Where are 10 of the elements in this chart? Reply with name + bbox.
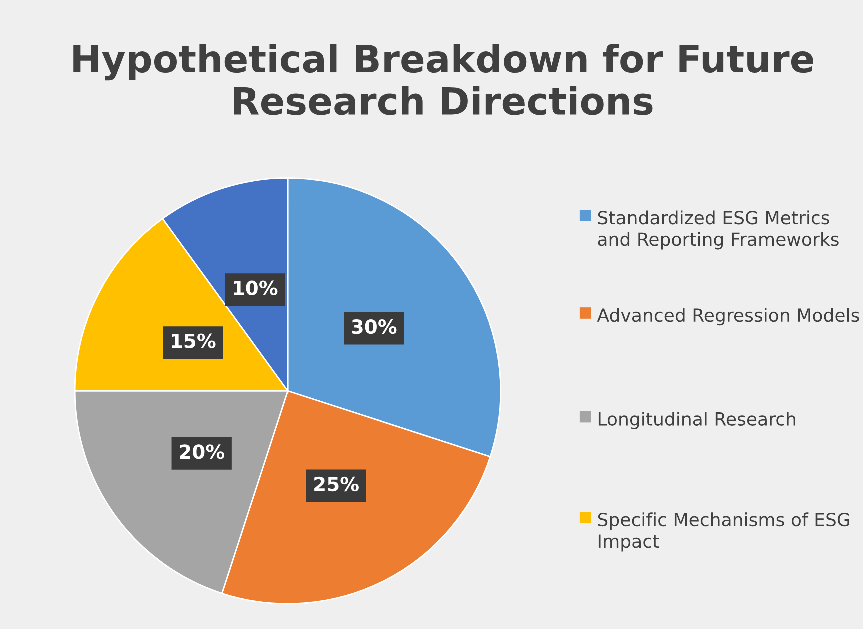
legend-label: Specific Mechanisms of ESG Impact bbox=[598, 512, 850, 552]
data-label: 25% bbox=[314, 476, 359, 492]
data-label: 30% bbox=[352, 319, 397, 334]
chart-title: Hypothetical Breakdown for Future Research Directions bbox=[74, 44, 814, 116]
data-label: 10% bbox=[234, 280, 278, 296]
legend-label: Longitudinal Research bbox=[598, 412, 796, 430]
legend-label: Standardized ESG Metrics and Reporting Frameworks bbox=[598, 210, 839, 250]
data-label: 15% bbox=[172, 334, 216, 348]
legend-label: Advanced Regression Models bbox=[597, 308, 860, 326]
data-label: 20% bbox=[180, 444, 225, 460]
